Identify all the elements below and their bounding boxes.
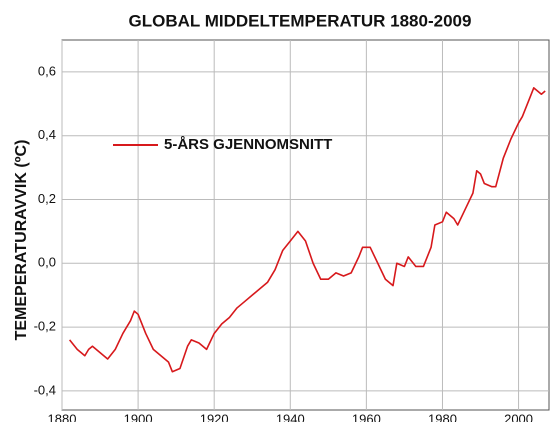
y-tick-label: -0,4 (34, 382, 56, 397)
y-tick-label: 0,2 (38, 191, 56, 206)
x-tick-label: 1940 (276, 411, 305, 422)
x-tick-label: 1900 (124, 411, 153, 422)
chart-title: GLOBAL MIDDELTEMPERATUR 1880-2009 (129, 11, 472, 30)
legend-label: 5-ÅRS GJENNOMSNITT (164, 136, 332, 153)
y-axis-label: TEMEPERATURAVVIK (ºC) (13, 140, 30, 341)
x-tick-label: 1960 (352, 411, 381, 422)
y-tick-label: 0,4 (38, 127, 56, 142)
y-tick-label: 0,0 (38, 255, 56, 270)
y-tick-label: 0,6 (38, 63, 56, 78)
data-line (68, 87, 546, 373)
x-tick-label: 2000 (504, 411, 533, 422)
x-tick-label: 1980 (428, 411, 457, 422)
plot-area (61, 39, 550, 411)
x-tick-label: 1920 (200, 411, 229, 422)
x-tick-label: 1880 (48, 411, 77, 422)
y-tick-label: -0,2 (34, 319, 56, 334)
